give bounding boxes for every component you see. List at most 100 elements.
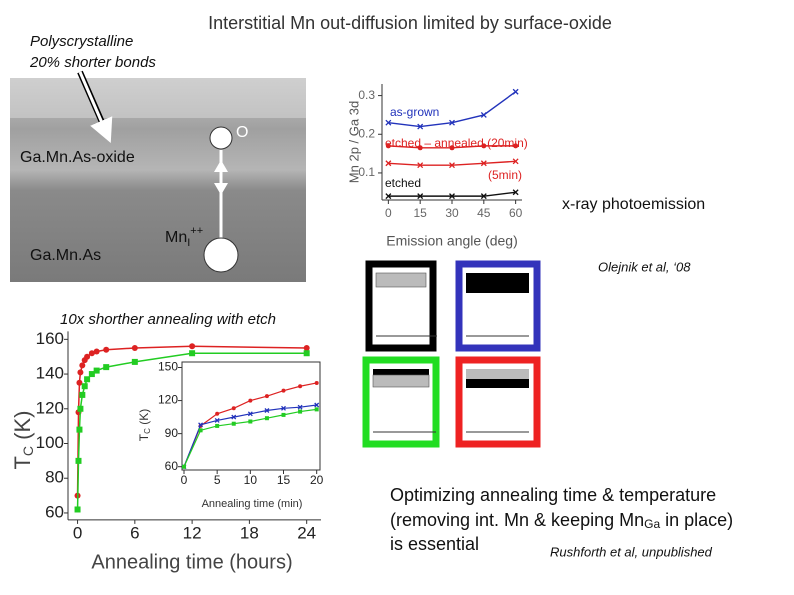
point bbox=[298, 384, 303, 389]
x-axis-title: Annealing time (min) bbox=[202, 498, 303, 510]
point bbox=[79, 391, 86, 398]
point bbox=[88, 371, 95, 378]
y-axis-title-part: T bbox=[10, 456, 35, 469]
annealing-note: 10x shorther annealing with etch bbox=[60, 311, 276, 328]
point bbox=[512, 88, 519, 95]
point bbox=[231, 421, 236, 426]
point bbox=[303, 345, 310, 352]
series-label: etched – annealed (20min) bbox=[385, 136, 528, 150]
x-tick-label: 15 bbox=[414, 206, 428, 220]
x-tick-label: 5 bbox=[214, 473, 221, 487]
point bbox=[76, 379, 83, 386]
point bbox=[189, 343, 196, 350]
point bbox=[88, 350, 95, 357]
point bbox=[131, 358, 138, 365]
layer-sketches bbox=[362, 260, 541, 448]
image-label: Ga.Mn.As-oxide bbox=[20, 149, 135, 166]
point bbox=[189, 350, 196, 357]
point bbox=[480, 160, 487, 167]
point bbox=[84, 376, 91, 383]
point bbox=[198, 428, 203, 433]
y-tick-label: 150 bbox=[158, 360, 178, 374]
point bbox=[231, 406, 236, 411]
point bbox=[297, 404, 303, 410]
image-label: Ga.Mn.As bbox=[30, 247, 101, 264]
point bbox=[93, 367, 100, 374]
point bbox=[214, 417, 220, 423]
y-axis-title-part: T bbox=[137, 433, 151, 441]
x-axis-title: Emission angle (deg) bbox=[386, 233, 518, 249]
y-axis-title-part: (K) bbox=[10, 410, 35, 445]
y-tick-label: 0.2 bbox=[358, 126, 375, 140]
point bbox=[281, 412, 286, 417]
point bbox=[77, 369, 84, 376]
series-label: (5min) bbox=[488, 168, 522, 182]
point bbox=[449, 162, 455, 169]
point bbox=[79, 362, 86, 369]
point bbox=[264, 416, 269, 421]
x-tick-label: 0 bbox=[181, 473, 188, 487]
x-tick-label: 0 bbox=[73, 523, 82, 542]
point bbox=[385, 193, 392, 200]
x-tick-label: 12 bbox=[183, 523, 202, 542]
point bbox=[417, 162, 424, 169]
point bbox=[281, 388, 286, 393]
x-tick-label: 15 bbox=[277, 473, 291, 487]
conclusion-text: in place) bbox=[660, 510, 733, 530]
slide-title: Interstitial Mn out-diffusion limited by… bbox=[208, 13, 612, 33]
point bbox=[480, 193, 487, 200]
arrow bbox=[78, 71, 113, 144]
sketch-layer bbox=[466, 273, 529, 293]
x-tick-label: 45 bbox=[477, 206, 491, 220]
x-tick-label: 20 bbox=[310, 473, 324, 487]
point bbox=[303, 350, 310, 357]
sketch-layer bbox=[373, 369, 429, 375]
point bbox=[248, 419, 253, 424]
point bbox=[298, 409, 303, 414]
sketch-layer bbox=[372, 374, 430, 388]
y-tick-label: 90 bbox=[165, 426, 179, 440]
point bbox=[84, 353, 91, 360]
point bbox=[231, 414, 237, 420]
point bbox=[74, 506, 81, 513]
conclusion: Optimizing annealing time & temperature … bbox=[390, 485, 733, 554]
xps-label: x-ray photoemission bbox=[562, 196, 705, 213]
point bbox=[385, 119, 392, 126]
point bbox=[103, 346, 110, 353]
y-tick-label: 160 bbox=[36, 329, 64, 348]
point bbox=[314, 402, 320, 408]
atom-label: MnI++ bbox=[165, 225, 203, 249]
point bbox=[247, 411, 253, 417]
sketch-layer bbox=[466, 379, 529, 388]
point bbox=[314, 407, 319, 412]
x-tick-label: 24 bbox=[297, 523, 316, 542]
point bbox=[449, 119, 455, 126]
point bbox=[131, 345, 138, 352]
point bbox=[76, 426, 83, 433]
point bbox=[181, 464, 186, 469]
plot-area bbox=[181, 361, 321, 471]
point bbox=[481, 143, 487, 149]
point bbox=[417, 193, 424, 200]
y-tick-label: 120 bbox=[158, 393, 178, 407]
conclusion-text: & keeping Mn bbox=[529, 510, 644, 530]
y-tick-label: 60 bbox=[45, 502, 64, 521]
x-tick-label: 0 bbox=[385, 206, 392, 220]
conclusion-text: (removing int. Mn bbox=[390, 510, 529, 530]
point bbox=[449, 193, 455, 200]
point bbox=[480, 111, 487, 118]
citation: Olejnik et al, ‘08 bbox=[598, 259, 691, 274]
point bbox=[264, 408, 270, 413]
point bbox=[103, 364, 110, 371]
y-axis-title-sub: C bbox=[20, 446, 36, 456]
series-label: as-grown bbox=[390, 105, 439, 119]
diffusion-arrows bbox=[214, 160, 228, 195]
atom-label: Mn bbox=[165, 229, 187, 246]
x-tick-label: 18 bbox=[240, 523, 259, 542]
conclusion-sub: Ga bbox=[644, 517, 660, 531]
mn-atom bbox=[203, 237, 239, 273]
point bbox=[417, 145, 423, 151]
y-axis-title-part: (K) bbox=[137, 409, 151, 428]
x-tick-label: 10 bbox=[244, 473, 258, 487]
